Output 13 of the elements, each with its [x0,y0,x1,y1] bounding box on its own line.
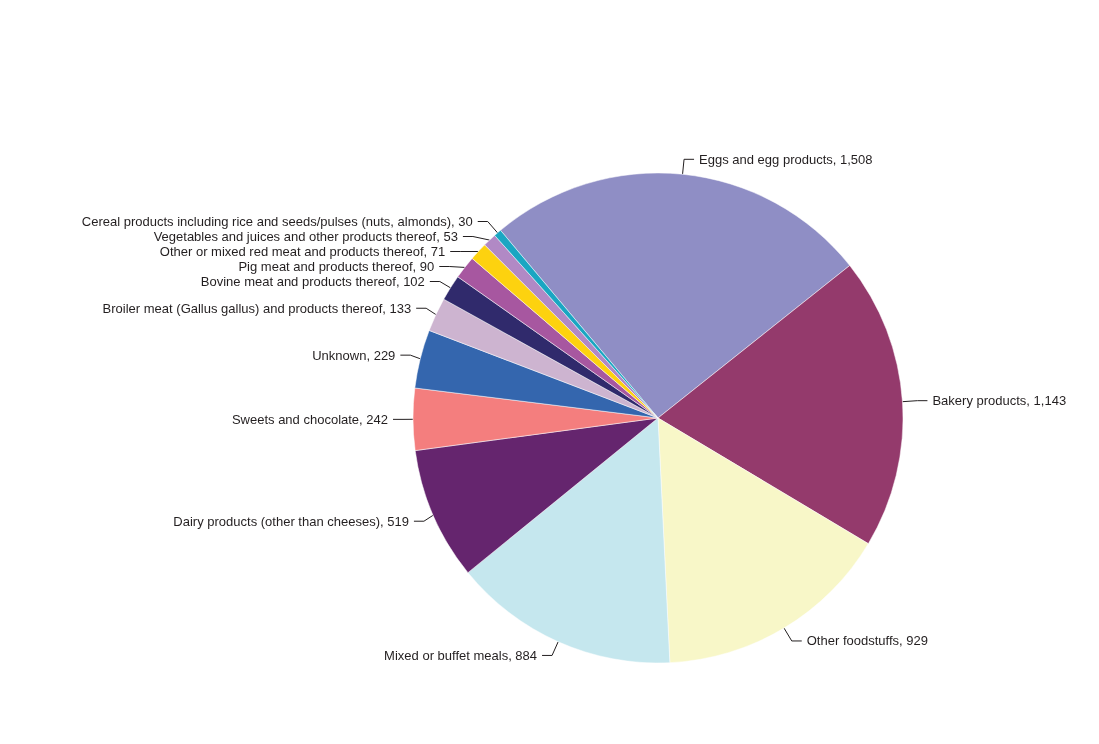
slice-label: Vegetables and juices and other products thereof, 53 [153,229,458,245]
slice-label: Cereal products including rice and seeds/pulses (nuts, almonds), 30 [81,214,473,230]
slice-label: Unknown, 229 [312,347,396,363]
slice-label: Broiler meat (Gallus gallus) and products thereof, 133 [102,300,412,316]
slice-label: Eggs and egg products, 1,508 [699,151,873,167]
slice-label: Bovine meat and products thereof, 102 [200,274,425,290]
slice-label: Other foodstuffs, 929 [806,633,928,649]
slice-label: Other or mixed red meat and products thereof, 71 [159,244,446,260]
slice-label: Sweets and chocolate, 242 [231,411,388,427]
slice-label: Dairy products (other than cheeses), 519 [173,513,409,529]
slice-label: Pig meat and products thereof, 90 [238,259,435,275]
slice-label: Mixed or buffet meals, 884 [384,647,538,663]
slice-label: Bakery products, 1,143 [932,393,1067,409]
